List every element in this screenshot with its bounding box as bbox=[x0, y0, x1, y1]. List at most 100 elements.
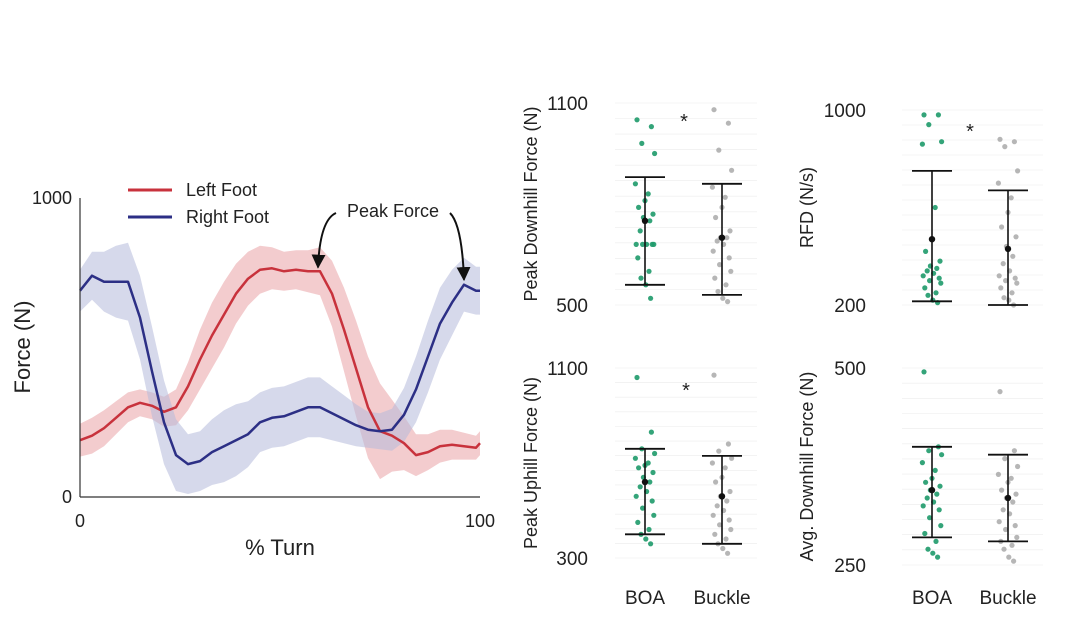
data-point bbox=[645, 191, 651, 197]
legend-label-right-foot: Right Foot bbox=[186, 207, 269, 227]
data-point bbox=[726, 517, 732, 523]
data-point bbox=[995, 180, 1002, 186]
data-point bbox=[1011, 139, 1018, 145]
data-point bbox=[713, 479, 719, 485]
data-point bbox=[997, 136, 1003, 142]
data-point bbox=[938, 280, 944, 286]
data-point bbox=[936, 275, 942, 281]
data-point bbox=[709, 184, 716, 190]
data-point bbox=[930, 550, 936, 556]
data-point bbox=[921, 112, 927, 118]
data-point bbox=[633, 493, 639, 499]
data-point bbox=[1010, 253, 1016, 259]
data-point bbox=[632, 181, 639, 187]
y-axis-label: Avg. Downhill Force (N) bbox=[797, 372, 817, 562]
data-point bbox=[712, 531, 718, 537]
data-point bbox=[937, 258, 943, 264]
strip-plot-panels: 500 1100 Peak Downhill Force (N) * 200 1000 RF… bbox=[521, 94, 1043, 577]
data-point bbox=[923, 479, 929, 485]
data-point bbox=[1000, 261, 1006, 267]
x-category-label: Buckle bbox=[979, 588, 1036, 609]
mean-marker bbox=[928, 236, 936, 243]
data-point bbox=[1013, 234, 1019, 240]
data-point bbox=[921, 369, 927, 375]
data-point bbox=[932, 467, 938, 473]
data-point bbox=[935, 554, 941, 560]
data-point bbox=[710, 512, 716, 518]
data-point bbox=[919, 141, 926, 147]
data-point bbox=[640, 241, 646, 247]
data-point bbox=[637, 228, 643, 234]
data-point bbox=[1015, 463, 1021, 470]
data-point bbox=[936, 507, 942, 513]
data-point bbox=[714, 503, 720, 509]
data-point bbox=[932, 204, 938, 211]
data-point bbox=[933, 538, 939, 545]
data-point bbox=[725, 120, 732, 126]
data-point bbox=[925, 546, 931, 552]
x-axis-label: % Turn bbox=[245, 535, 315, 560]
data-point bbox=[647, 218, 653, 224]
data-point bbox=[1012, 523, 1018, 529]
peak-force-annotation: Peak Force bbox=[311, 201, 471, 282]
data-point bbox=[716, 147, 722, 153]
data-point bbox=[1006, 297, 1012, 303]
data-point bbox=[720, 295, 726, 301]
legend: Left Foot Right Foot bbox=[128, 180, 269, 227]
data-point bbox=[934, 491, 940, 497]
annotation-label: Peak Force bbox=[347, 201, 439, 221]
x-tick-label: 0 bbox=[75, 511, 85, 531]
y-tick-label: 250 bbox=[834, 556, 866, 577]
data-point bbox=[648, 429, 655, 435]
data-point bbox=[635, 519, 641, 526]
data-point bbox=[636, 204, 642, 210]
data-point bbox=[651, 241, 657, 247]
data-point bbox=[996, 273, 1002, 279]
data-point bbox=[1003, 278, 1009, 284]
significance-marker: * bbox=[680, 111, 688, 133]
data-point bbox=[1009, 542, 1015, 548]
y-tick-label: 1000 bbox=[824, 101, 866, 122]
y-tick-label: 1100 bbox=[547, 94, 588, 115]
y-axis-label: Peak Uphill Force (N) bbox=[521, 377, 541, 549]
data-point bbox=[634, 374, 640, 381]
data-point bbox=[640, 505, 646, 511]
axes bbox=[79, 198, 480, 498]
data-point bbox=[995, 471, 1002, 477]
annotation-arrow bbox=[311, 212, 337, 269]
data-point bbox=[927, 515, 933, 521]
y-tick-label: 1100 bbox=[547, 359, 588, 380]
data-point bbox=[636, 465, 642, 471]
legend-label-left-foot: Left Foot bbox=[186, 180, 257, 200]
data-point bbox=[652, 450, 658, 457]
confidence-bands bbox=[80, 242, 480, 494]
data-point bbox=[632, 455, 639, 461]
data-point bbox=[726, 255, 732, 261]
data-point bbox=[650, 211, 656, 217]
data-point bbox=[717, 262, 723, 268]
data-point bbox=[712, 275, 718, 281]
data-point bbox=[924, 268, 930, 274]
data-point bbox=[728, 268, 734, 274]
data-point bbox=[922, 285, 928, 291]
data-point bbox=[1008, 475, 1014, 481]
data-point bbox=[1001, 295, 1007, 301]
force-curve-chart: 0 1000 0 100 % Turn Force (N) Left Foot … bbox=[10, 180, 495, 560]
data-point bbox=[997, 389, 1003, 395]
data-point bbox=[1010, 499, 1016, 505]
data-point bbox=[717, 522, 723, 528]
data-point bbox=[1015, 168, 1021, 174]
mean-marker bbox=[718, 493, 726, 500]
data-point bbox=[649, 498, 655, 504]
data-point bbox=[722, 465, 728, 471]
strip-panel-peak-uphill-force-n: 300 1100 Peak Uphill Force (N) * bbox=[521, 359, 757, 570]
data-point bbox=[648, 541, 654, 547]
line-right-foot bbox=[79, 274, 480, 466]
data-point bbox=[1002, 456, 1008, 462]
data-point bbox=[924, 495, 930, 501]
data-point bbox=[723, 536, 729, 542]
data-point bbox=[710, 248, 716, 254]
data-point bbox=[646, 268, 652, 274]
data-point bbox=[651, 512, 657, 518]
data-point bbox=[1011, 448, 1018, 454]
